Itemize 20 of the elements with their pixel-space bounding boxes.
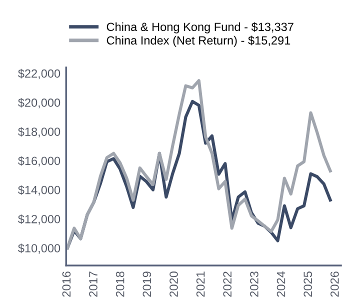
x-tick-label: 2016 [62,272,71,297]
x-tick-label: 2018 [116,272,124,297]
x-tick-label: 2021 [196,272,205,297]
y-tick-label: $14,000 [18,185,60,196]
x-tick-label: 2019 [142,272,152,297]
legend-label: China & Hong Kong Fund - $13,337 [106,22,294,34]
x-tick-label: 2020 [170,272,178,297]
y-tick-label: $22,000 [18,68,60,80]
legend-label: China Index (Net Return) - $15,291 [106,36,290,47]
y-tick-label: $16,000 [18,156,60,166]
x-tick-label: 2022 [223,272,232,297]
x-tick-label: 2023 [250,272,258,297]
x-tick-label: 2025 [304,272,312,297]
y-tick-label: $10,000 [18,244,60,254]
x-tick-label: 2017 [89,272,98,297]
y-tick-label: $20,000 [18,98,60,108]
y-tick-label: $12,000 [18,214,60,225]
y-tick-label: $18,000 [18,127,60,138]
x-tick-label: 2024 [276,271,286,297]
x-tick-label: 2026 [330,272,339,297]
